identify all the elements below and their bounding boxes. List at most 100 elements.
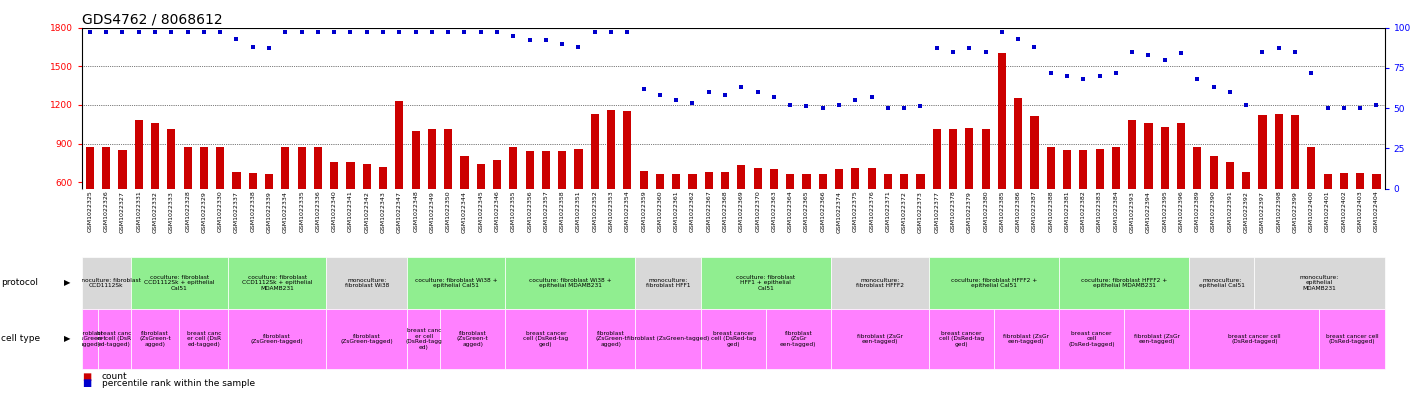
Text: ■: ■ [82,372,92,382]
Text: monoculture:
fibroblast HFF1: monoculture: fibroblast HFF1 [646,277,691,288]
Point [388,29,410,35]
Text: GSM1022342: GSM1022342 [364,191,369,233]
Text: breast canc
er cell (DsR
ed-tagged): breast canc er cell (DsR ed-tagged) [97,331,131,347]
Bar [591,114,599,189]
Point [1039,70,1062,76]
Bar [867,168,876,189]
Bar [1255,257,1385,309]
Bar [1177,123,1186,189]
Text: GSM1022389: GSM1022389 [1194,191,1200,232]
Text: fibroblast
(ZsGreen-t
agged): fibroblast (ZsGreen-t agged) [140,331,171,347]
Text: GSM1022344: GSM1022344 [462,191,467,233]
Bar [1014,98,1022,189]
Point [991,29,1014,35]
Bar [228,309,326,369]
Text: GSM1022379: GSM1022379 [967,191,971,233]
Point [127,29,149,35]
Bar [623,111,632,189]
Point [1300,70,1323,76]
Bar [1372,174,1380,189]
Text: GSM1022339: GSM1022339 [266,191,272,233]
Bar [216,147,224,189]
Point [666,97,688,103]
Text: GSM1022401: GSM1022401 [1325,191,1330,232]
Bar [994,309,1059,369]
Bar [281,147,289,189]
Point [420,29,443,35]
Text: GSM1022362: GSM1022362 [689,191,695,232]
Text: breast cancer
cell (DsRed-tag
ged): breast cancer cell (DsRed-tag ged) [939,331,984,347]
Bar [705,172,713,189]
Bar [766,309,830,369]
Bar [587,309,636,369]
Bar [640,171,647,189]
Bar [228,257,326,309]
Bar [1189,309,1320,369]
Text: ■: ■ [82,378,92,388]
Point [778,102,801,108]
Point [649,92,671,98]
Text: coculture: fibroblast Wi38 +
epithelial MDAMB231: coculture: fibroblast Wi38 + epithelial … [529,277,612,288]
Bar [1356,173,1365,189]
Point [616,29,639,35]
Text: GSM1022356: GSM1022356 [527,191,532,232]
Point [323,29,345,35]
Bar [1193,147,1201,189]
Text: GSM1022378: GSM1022378 [950,191,956,232]
Bar [770,169,778,189]
Text: GSM1022358: GSM1022358 [560,191,564,232]
Text: GSM1022363: GSM1022363 [771,191,777,232]
Bar [1258,115,1266,189]
Bar [509,147,517,189]
Point [845,97,867,103]
Bar [1340,173,1348,189]
Bar [183,147,192,189]
Bar [82,309,99,369]
Text: monoculture:
fibroblast HFFF2: monoculture: fibroblast HFFF2 [856,277,904,288]
Point [437,29,460,35]
Bar [379,167,388,189]
Point [957,45,980,51]
Text: GSM1022337: GSM1022337 [234,191,238,233]
Bar [721,172,729,189]
Text: GSM1022371: GSM1022371 [885,191,890,232]
Bar [347,162,354,189]
Bar [131,309,179,369]
Bar [440,309,505,369]
Point [94,29,117,35]
Point [355,29,378,35]
Point [730,84,753,90]
Bar [932,129,940,189]
Bar [135,120,142,189]
Bar [86,147,94,189]
Text: GSM1022392: GSM1022392 [1244,191,1249,233]
Point [502,32,525,39]
Point [1268,45,1290,51]
Text: GSM1022364: GSM1022364 [788,191,792,232]
Point [795,103,818,110]
Bar [1275,114,1283,189]
Text: GSM1022357: GSM1022357 [543,191,548,232]
Bar [330,162,338,189]
Point [453,29,475,35]
Point [1153,57,1176,63]
Text: fibroblast
(ZsGreen-t
agged): fibroblast (ZsGreen-t agged) [457,331,488,347]
Point [79,29,102,35]
Bar [916,174,925,189]
Text: GSM1022335: GSM1022335 [299,191,305,232]
Bar [131,257,228,309]
Bar [298,147,306,189]
Text: GSM1022349: GSM1022349 [430,191,434,233]
Point [942,48,964,55]
Text: GSM1022393: GSM1022393 [1129,191,1135,233]
Bar [852,168,860,189]
Point [144,29,166,35]
Text: percentile rank within the sample: percentile rank within the sample [102,379,255,387]
Text: GSM1022328: GSM1022328 [185,191,190,232]
Text: GSM1022397: GSM1022397 [1261,191,1265,233]
Point [290,29,313,35]
Point [974,48,997,55]
Point [1317,105,1340,111]
Text: coculture: fibroblast HFFF2 +
epithelial Cal51: coculture: fibroblast HFFF2 + epithelial… [950,277,1036,288]
Point [567,44,589,50]
